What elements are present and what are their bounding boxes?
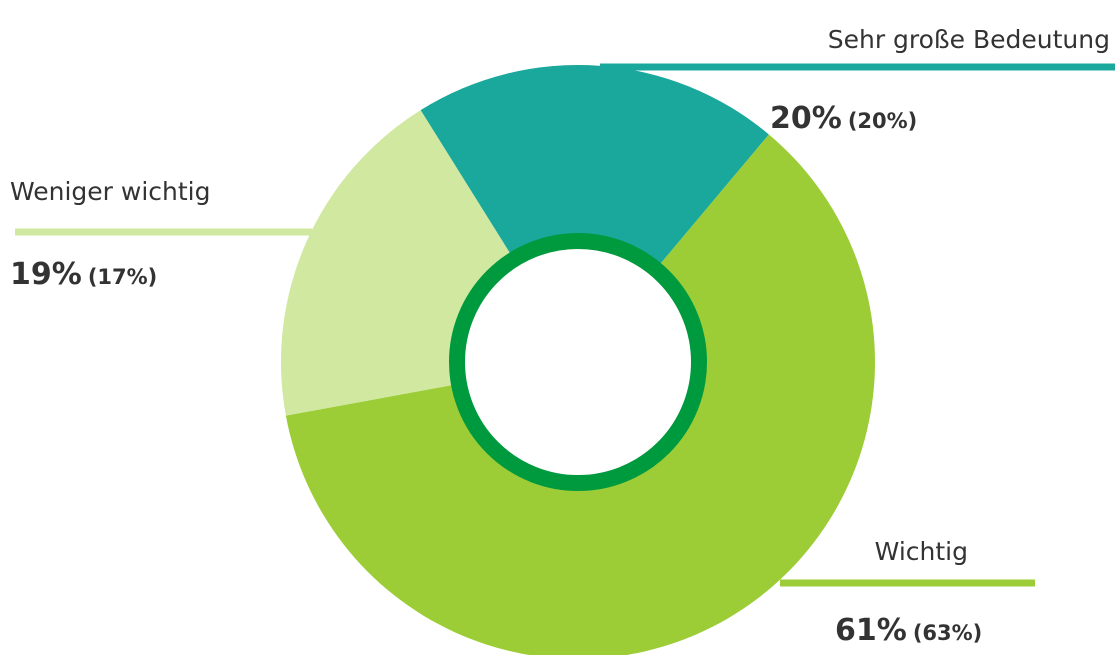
- value-label-current: 20%: [770, 101, 842, 136]
- donut-slice: [420, 65, 769, 362]
- value-label: 20% (20%): [770, 101, 917, 136]
- center-ring: [449, 233, 707, 491]
- value-label-previous: (63%): [913, 621, 982, 645]
- category-label: Wichtig: [875, 537, 968, 566]
- value-label-current: 19%: [10, 257, 82, 292]
- value-label-previous: (17%): [88, 265, 157, 289]
- category-label: Weniger wichtig: [10, 177, 211, 206]
- value-label: 19% (17%): [10, 257, 157, 292]
- value-label: 61% (63%): [835, 613, 982, 648]
- value-label-previous: (20%): [848, 109, 917, 133]
- value-label-current: 61%: [835, 613, 907, 648]
- category-label: Sehr große Bedeutung: [828, 25, 1110, 54]
